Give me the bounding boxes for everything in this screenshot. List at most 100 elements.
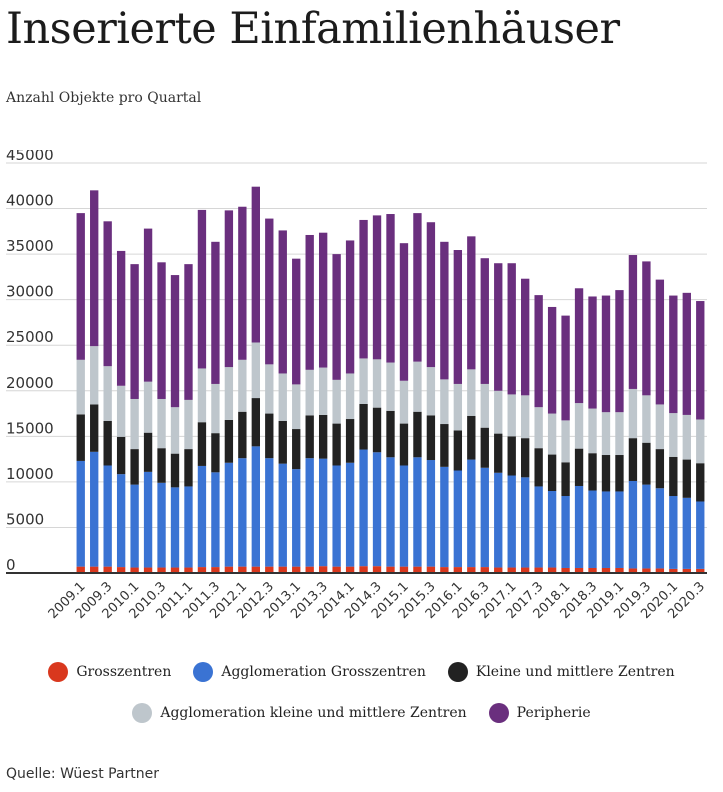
bar-segment [76, 460, 85, 567]
bar-segment [116, 385, 126, 437]
bar-segment [143, 228, 153, 382]
bar-segment [642, 261, 651, 396]
bar-segment [278, 373, 287, 421]
bar-segment [251, 566, 260, 573]
source-note: Quelle: Wüest Partner [6, 766, 160, 782]
bar-segment [345, 566, 355, 573]
bar-segment [130, 484, 139, 568]
bar-segment [332, 566, 341, 573]
bar-segment [157, 398, 166, 449]
bar-segment [130, 398, 139, 450]
y-tick-label: 30000 [6, 283, 54, 301]
bar-segment [238, 411, 247, 459]
bar-segment [642, 395, 651, 443]
bar-segment [453, 250, 463, 384]
bar-segment [521, 278, 530, 396]
bar-segment [601, 412, 611, 456]
bar-segment [628, 480, 638, 569]
bar-segment [238, 206, 247, 360]
bar-segment [453, 470, 463, 568]
bar-segment [76, 213, 85, 360]
bar-segment [345, 462, 355, 567]
bar-segment [372, 359, 382, 408]
bar-segment [615, 412, 624, 456]
bar-segment [359, 403, 368, 450]
bar-segment [318, 458, 328, 567]
bar-segment [601, 295, 611, 413]
bar-segment [386, 410, 395, 458]
legend-row-2: Agglomeration kleine und mittlere Zentre… [0, 703, 723, 723]
bar-segment [170, 275, 180, 408]
bar-segment [547, 567, 557, 573]
bar-segment [157, 567, 166, 573]
bar-segment [574, 567, 584, 573]
bar-segment [588, 296, 597, 409]
bar-segment [521, 477, 530, 568]
bar-segment [521, 438, 530, 478]
bar-segment [655, 449, 665, 489]
bar-segment [278, 420, 287, 464]
bar-segment [628, 388, 638, 439]
bar-segment [494, 263, 503, 391]
bar-segment [655, 568, 665, 573]
bar-segment [507, 436, 516, 476]
bar-segment [399, 423, 409, 466]
bar-segment [157, 482, 166, 568]
bar-segment [224, 367, 234, 420]
bar-segment [170, 487, 180, 568]
bar-segment [211, 433, 220, 473]
bar-segment [547, 491, 557, 568]
bar-segment [224, 210, 234, 368]
bar-segment [601, 567, 611, 573]
bar-segment [655, 279, 665, 405]
bar-segment [224, 419, 234, 463]
bar-segment [547, 306, 557, 414]
bar-segment [507, 394, 516, 437]
bar-segment [305, 234, 314, 370]
bar-segment [682, 497, 691, 569]
y-tick-label: 20000 [6, 374, 54, 392]
bar-segment [359, 358, 368, 404]
bar-segment [696, 301, 705, 420]
bar-segment [116, 436, 126, 475]
bar-segment [399, 465, 409, 567]
bar-segment [628, 438, 638, 481]
bar-segment [372, 215, 382, 360]
bar-segment [292, 258, 301, 385]
legend-label-agglomeration-kleine-mittlere-zentren: Agglomeration kleine und mittlere Zentre… [160, 705, 467, 721]
bar-segment [305, 369, 314, 416]
bar-segment [521, 567, 530, 573]
bar-segment [534, 486, 543, 568]
bar-segment [655, 488, 665, 569]
bar-segment [588, 490, 597, 568]
bar-segment [170, 453, 180, 488]
bar-segment [211, 383, 220, 434]
bar-segment [547, 454, 557, 491]
bar-segment [372, 407, 382, 453]
bar-segment [642, 484, 651, 569]
bar-segment [76, 566, 85, 573]
bar-segment [386, 566, 395, 573]
bar-segment [628, 568, 638, 573]
bar-segment [426, 222, 436, 368]
bar-segment [413, 566, 422, 573]
chart-subtitle: Anzahl Objekte pro Quartal [6, 90, 202, 106]
bar-segment [305, 458, 314, 567]
legend-label-agglomeration-grosszentren: Agglomeration Grosszentren [221, 664, 426, 680]
bar-segment [467, 415, 476, 460]
bar-segment [359, 219, 368, 359]
legend-swatch-agglomeration-grosszentren [193, 662, 214, 682]
bar-segment [332, 379, 341, 424]
bar-segment [116, 474, 126, 568]
bar-segment [534, 407, 543, 449]
bar-segment [90, 451, 99, 567]
bar-segment [211, 472, 220, 568]
bar-segment [265, 364, 274, 414]
bar-segment [157, 448, 166, 483]
bar-segment [534, 448, 543, 487]
bar-segment [90, 404, 99, 452]
bar-segment [318, 414, 328, 459]
bar-segment [116, 567, 126, 573]
bar-segment [399, 566, 409, 573]
bar-segment [184, 399, 193, 450]
